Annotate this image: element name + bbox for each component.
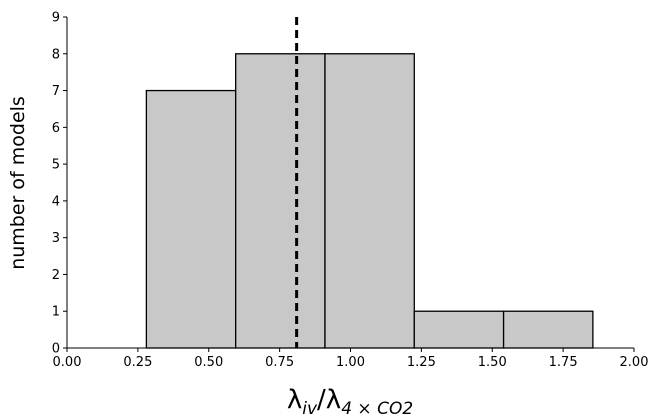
y-tick-label: 3 bbox=[52, 231, 60, 246]
bar bbox=[235, 53, 326, 349]
x-label-part: λ bbox=[287, 385, 302, 415]
x-tick-label: 0.75 bbox=[265, 355, 294, 370]
y-tick-label: 1 bbox=[52, 305, 60, 320]
x-tick-label: 1.50 bbox=[478, 355, 507, 370]
y-tick-label: 4 bbox=[52, 194, 60, 209]
x-tick-label: 0.00 bbox=[53, 355, 82, 370]
y-tick-label: 0 bbox=[52, 342, 60, 357]
x-tick-label: 1.75 bbox=[549, 355, 578, 370]
y-tick-label: 6 bbox=[52, 121, 60, 136]
y-tick-label: 2 bbox=[52, 268, 60, 283]
y-tick-label: 5 bbox=[52, 158, 60, 173]
bar bbox=[413, 310, 505, 349]
x-axis-label: λiv/λ4 × CO2 bbox=[287, 385, 413, 419]
bar bbox=[324, 53, 415, 349]
x-tick-label: 2.00 bbox=[620, 355, 649, 370]
x-tick-label: 0.50 bbox=[194, 355, 223, 370]
y-axis-label: number of models bbox=[7, 96, 29, 270]
y-tick-label: 7 bbox=[52, 84, 60, 99]
y-tick-label: 9 bbox=[52, 11, 60, 26]
x-label-sub: 4 × CO2 bbox=[341, 399, 413, 419]
x-label-part: /λ bbox=[317, 385, 341, 415]
x-tick-label: 1.25 bbox=[407, 355, 436, 370]
y-tick-label: 8 bbox=[52, 47, 60, 62]
bar bbox=[502, 310, 594, 349]
x-tick-label: 1.00 bbox=[336, 355, 365, 370]
x-tick-label: 0.25 bbox=[123, 355, 152, 370]
bar bbox=[145, 89, 237, 349]
x-label-sub: iv bbox=[302, 399, 318, 419]
